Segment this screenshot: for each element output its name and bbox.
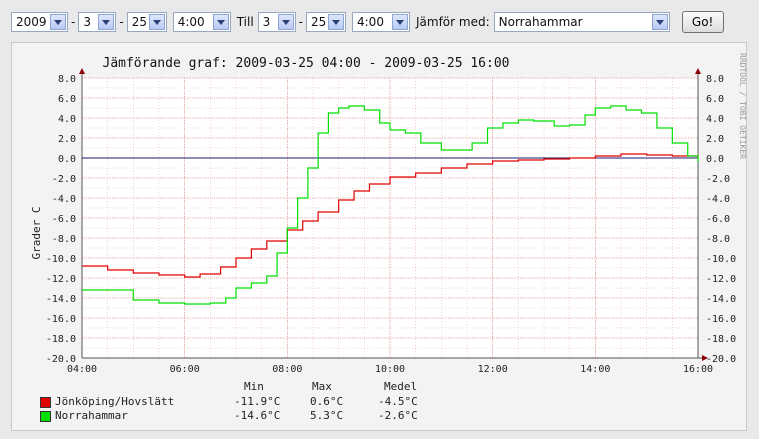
- legend-min: -11.9°C: [234, 395, 281, 408]
- y-tick-label-right: 0.0: [706, 154, 724, 165]
- year-from-select[interactable]: 2009: [11, 12, 68, 32]
- y-tick-label-right: -10.0: [706, 254, 736, 265]
- legend-header-min: Min: [244, 380, 264, 393]
- x-tick-label: 10:00: [375, 364, 405, 375]
- month-to-value: 3: [262, 15, 271, 29]
- month-from-value: 3: [83, 15, 91, 29]
- chevron-down-icon: [651, 14, 668, 30]
- series-line: [82, 105, 699, 305]
- chevron-down-icon: [392, 14, 408, 30]
- y-tick-label-right: 2.0: [706, 134, 724, 145]
- y-tick-label: -6.0: [52, 214, 76, 225]
- y-tick-label: 4.0: [58, 114, 76, 125]
- date-range-toolbar: 2009 - 3 - 25 4:00 Till 3 - 25 4:00 Jämf…: [11, 10, 724, 34]
- chart-panel: Jämförande graf: 2009-03-25 04:00 - 2009…: [11, 42, 747, 431]
- y-tick-label-right: -6.0: [706, 214, 730, 225]
- x-tick-label: 16:00: [683, 364, 713, 375]
- time-to-value: 4:00: [357, 15, 384, 29]
- axis-arrow-icon: [702, 355, 708, 361]
- chart-title: Jämförande graf: 2009-03-25 04:00 - 2009…: [103, 56, 510, 71]
- legend-header-max: Max: [312, 380, 332, 393]
- day-from-value: 25: [131, 15, 147, 29]
- y-tick-label-right: -2.0: [706, 174, 730, 185]
- y-tick-label: -14.0: [46, 294, 76, 305]
- legend-max: 0.6°C: [310, 395, 344, 408]
- till-label: Till: [236, 15, 254, 29]
- legend-max: 5.3°C: [310, 409, 344, 422]
- compare-station-select[interactable]: Norrahammar: [493, 12, 670, 32]
- legend-swatch-red: [40, 396, 51, 408]
- day-from-select[interactable]: 25: [126, 12, 167, 32]
- y-tick-label-right: 8.0: [706, 74, 724, 85]
- compare-station-value: Norrahammar: [498, 15, 583, 29]
- x-tick-label: 06:00: [170, 364, 200, 375]
- legend-mean: -2.6°C: [378, 409, 418, 422]
- y-tick-label: -18.0: [46, 334, 76, 345]
- y-tick-label: -4.0: [52, 194, 76, 205]
- y-tick-label: -8.0: [52, 234, 76, 245]
- y-tick-label-right: -8.0: [706, 234, 730, 245]
- legend-swatch-green: [40, 410, 51, 422]
- month-to-select[interactable]: 3: [257, 12, 296, 32]
- y-tick-label: -12.0: [46, 274, 76, 285]
- compare-label: Jämför med:: [416, 15, 490, 29]
- y-axis-label: Grader C: [30, 207, 43, 260]
- y-tick-label-right: 6.0: [706, 94, 724, 105]
- y-tick-label: -16.0: [46, 314, 76, 325]
- x-tick-label: 08:00: [272, 364, 302, 375]
- y-tick-label-right: 4.0: [706, 114, 724, 125]
- legend-name: Jönköping/Hovslätt: [55, 395, 175, 408]
- chevron-down-icon: [50, 14, 66, 30]
- legend-header-mean: Medel: [384, 380, 418, 393]
- series-line: [82, 153, 699, 278]
- legend: Min Max Medel Jönköping/Hovslätt -11.9°C…: [12, 43, 746, 430]
- y-tick-label: 0.0: [58, 154, 76, 165]
- x-tick-label: 04:00: [67, 364, 97, 375]
- legend-min: -14.6°C: [234, 409, 281, 422]
- y-tick-label-right: -18.0: [706, 334, 736, 345]
- x-tick-label: 14:00: [580, 364, 610, 375]
- y-tick-label-right: -14.0: [706, 294, 736, 305]
- chevron-down-icon: [328, 14, 344, 30]
- y-tick-label-right: -16.0: [706, 314, 736, 325]
- chevron-down-icon: [277, 14, 294, 30]
- y-tick-label-right: -4.0: [706, 194, 730, 205]
- axis-arrow-icon: [79, 68, 85, 74]
- day-to-select[interactable]: 25: [306, 12, 346, 32]
- y-tick-label: -2.0: [52, 174, 76, 185]
- chevron-down-icon: [212, 14, 229, 30]
- y-tick-label: 8.0: [58, 74, 76, 85]
- x-tick-label: 12:00: [478, 364, 508, 375]
- time-to-select[interactable]: 4:00: [352, 12, 410, 32]
- y-tick-label: -10.0: [46, 254, 76, 265]
- legend-entry-norrahammar: Norrahammar: [40, 409, 128, 422]
- separator: -: [71, 15, 76, 29]
- time-from-value: 4:00: [177, 15, 205, 29]
- y-tick-label-right: -20.0: [706, 354, 736, 365]
- chevron-down-icon: [98, 14, 115, 30]
- separator: -: [119, 15, 124, 29]
- y-tick-label: 6.0: [58, 94, 76, 105]
- temperature-chart: Jämförande graf: 2009-03-25 04:00 - 2009…: [30, 53, 746, 375]
- go-button[interactable]: Go!: [681, 11, 724, 33]
- chevron-down-icon: [148, 14, 165, 30]
- axis-arrow-icon: [695, 68, 701, 74]
- time-from-select[interactable]: 4:00: [172, 12, 231, 32]
- legend-entry-jonkoping: Jönköping/Hovslätt: [40, 395, 174, 408]
- year-from-value: 2009: [16, 15, 47, 29]
- legend-name: Norrahammar: [55, 409, 128, 422]
- y-tick-label-right: -12.0: [706, 274, 736, 285]
- legend-mean: -4.5°C: [378, 395, 418, 408]
- month-from-select[interactable]: 3: [78, 12, 117, 32]
- separator: -: [298, 15, 303, 29]
- y-tick-label: 2.0: [58, 134, 76, 145]
- day-to-value: 25: [311, 15, 327, 29]
- y-tick-label: -20.0: [46, 354, 76, 365]
- watermark: RRDTOOL / TOBI OETIKER: [738, 53, 746, 159]
